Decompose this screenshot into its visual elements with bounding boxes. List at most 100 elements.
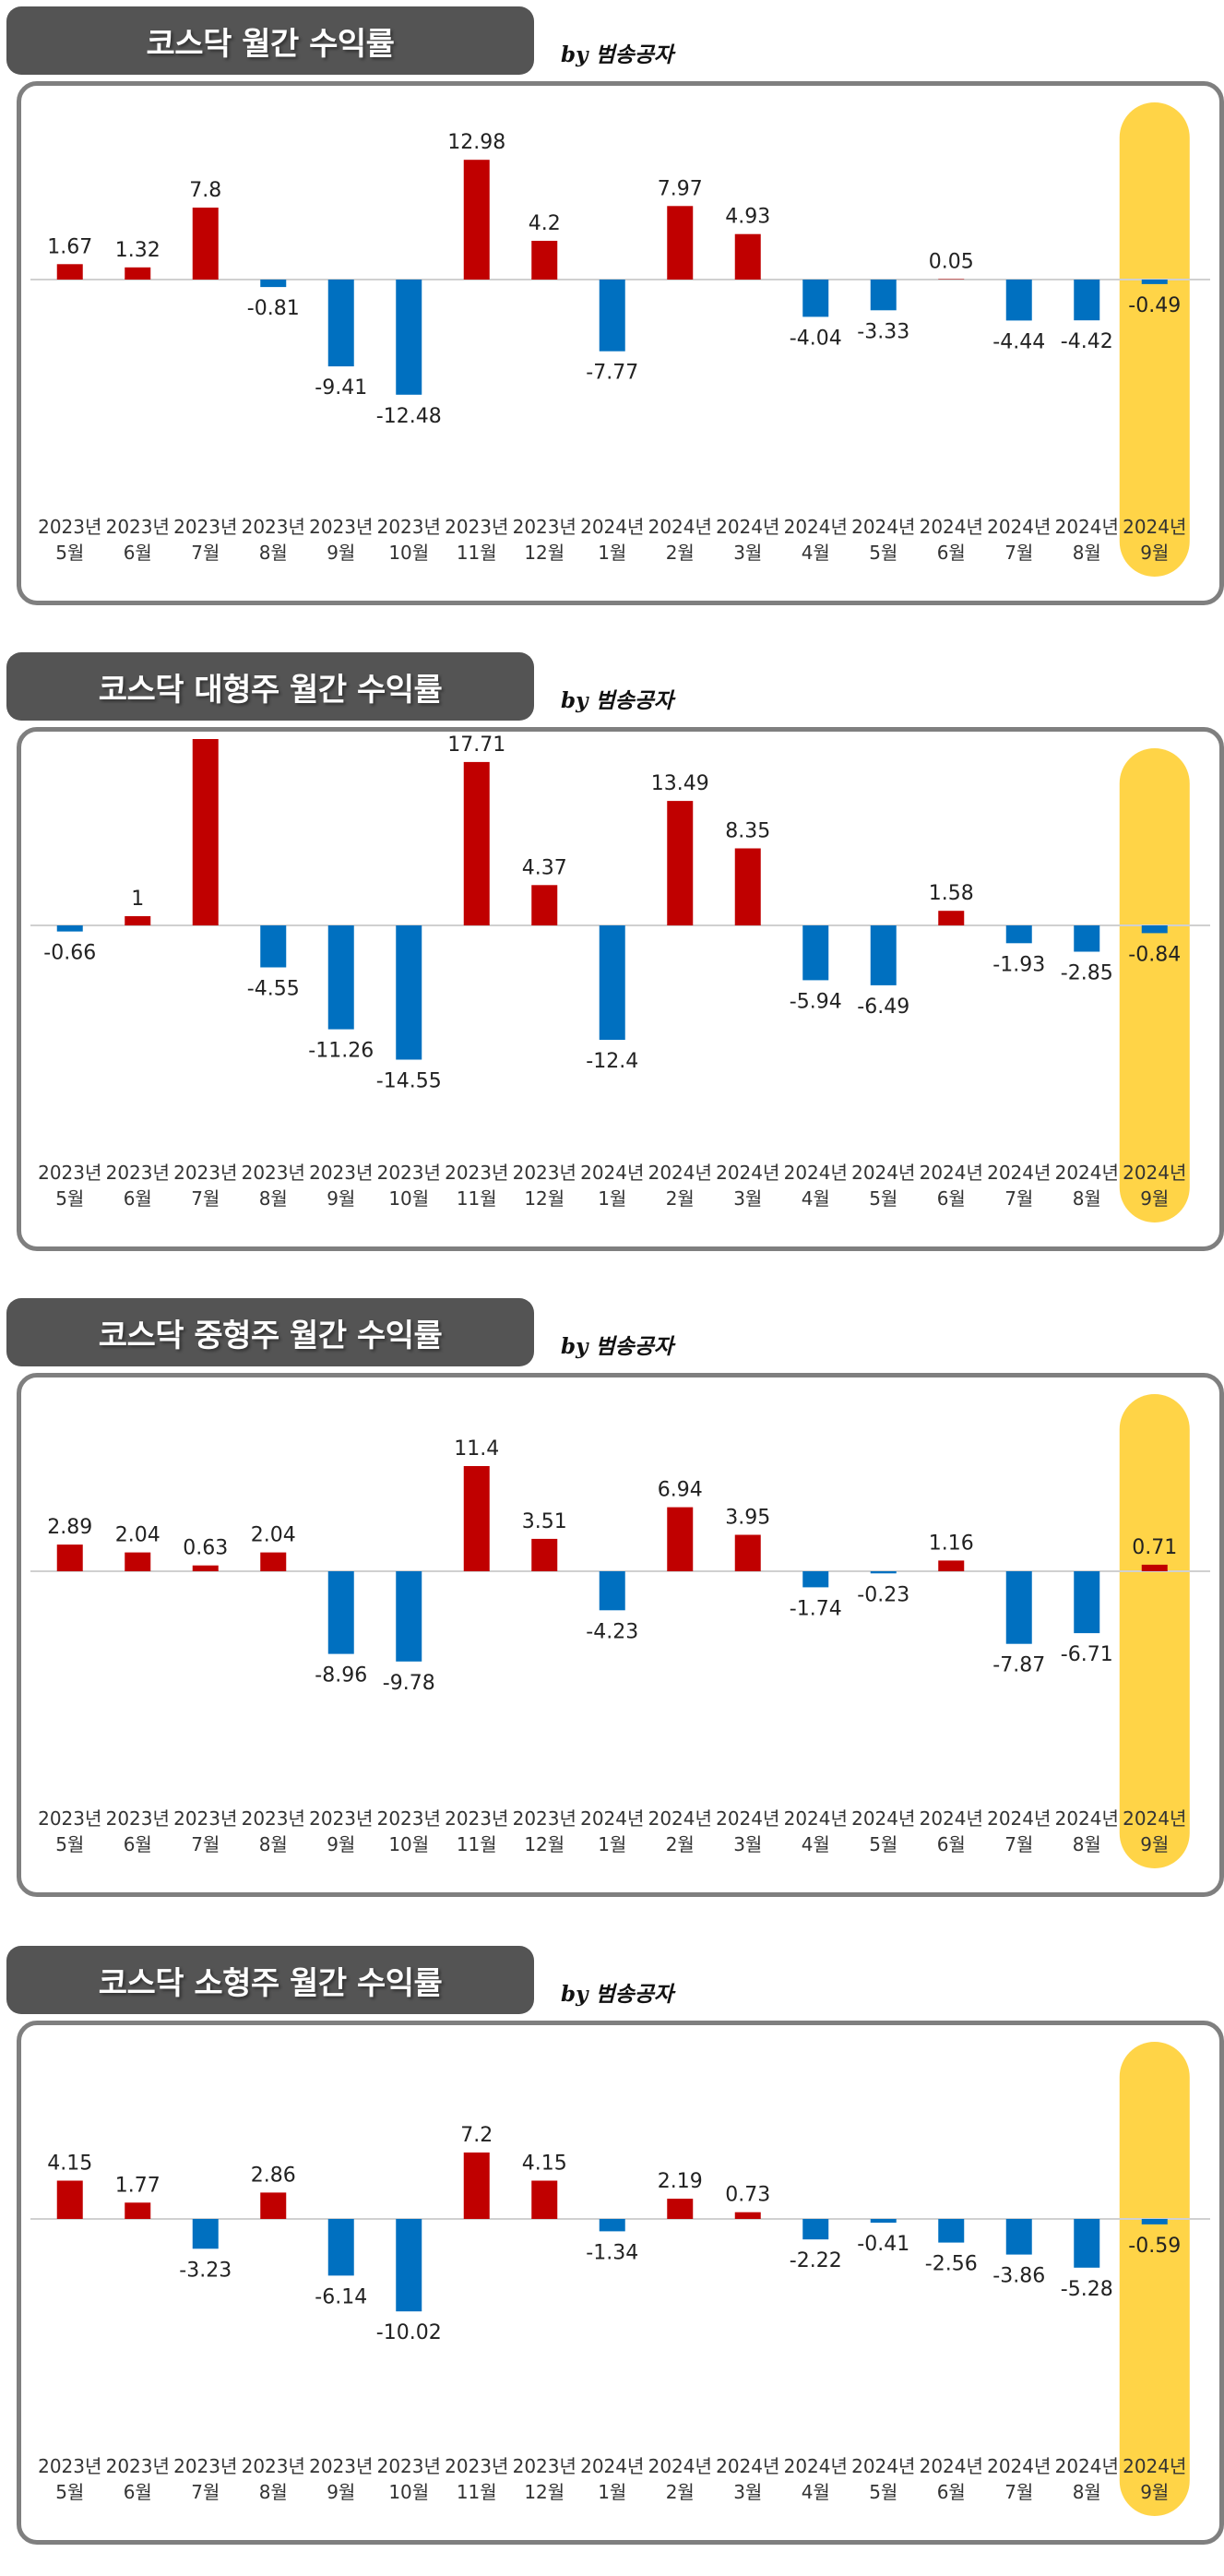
bar: [327, 1571, 354, 1654]
bar: [870, 925, 897, 985]
bar: [870, 1571, 897, 1574]
bar: [192, 1565, 219, 1571]
bar: [327, 925, 354, 1030]
data-label: -7.87: [992, 1654, 1045, 1677]
x-tick-label-month: 9월: [327, 542, 355, 564]
bar: [938, 1560, 965, 1571]
data-label: -4.23: [586, 1620, 638, 1643]
x-tick-label-month: 3월: [733, 1187, 762, 1210]
x-tick-label-year: 2023년: [377, 516, 441, 538]
x-tick-label-month: 6월: [937, 1833, 966, 1855]
bar: [599, 1571, 625, 1611]
data-label: -9.41: [315, 376, 367, 400]
x-tick-label-year: 2023년: [377, 1162, 441, 1184]
x-tick-label-year: 2024년: [920, 1807, 983, 1830]
x-tick-label-year: 2024년: [1123, 1162, 1186, 1184]
data-label: 0.73: [725, 2184, 770, 2207]
data-label: -12.4: [586, 1050, 638, 1073]
data-label: -6.14: [315, 2285, 367, 2308]
x-tick-label-year: 2024년: [784, 2455, 848, 2477]
data-label: -4.42: [1061, 330, 1113, 353]
chart-title: 코스닥 중형주 월간 수익률: [98, 1317, 443, 1354]
x-tick-label-month: 5월: [55, 542, 84, 564]
bar: [1141, 925, 1168, 934]
x-tick-label-month: 11월: [457, 2481, 497, 2503]
bar: [734, 233, 761, 280]
highlight-column: [1119, 102, 1190, 577]
data-label: -8.96: [315, 1664, 367, 1688]
bar: [531, 2180, 558, 2219]
data-label: -1.34: [586, 2241, 638, 2264]
x-tick-label-month: 6월: [124, 1833, 152, 1855]
data-label: 1.67: [47, 235, 92, 258]
x-tick-label-year: 2023년: [309, 1162, 373, 1184]
x-tick-label-year: 2023년: [38, 1807, 101, 1830]
x-tick-label-month: 9월: [1140, 1833, 1169, 1855]
bar: [192, 2219, 219, 2249]
x-tick-label-month: 1월: [598, 1187, 626, 1210]
x-tick-label-month: 2월: [666, 2481, 695, 2503]
data-label: 4.2: [529, 212, 561, 235]
bar: [667, 206, 694, 280]
x-tick-label-year: 2023년: [106, 2455, 170, 2477]
x-tick-label-year: 2024년: [987, 516, 1051, 538]
x-tick-label-year: 2023년: [377, 2455, 441, 2477]
data-label: 2.19: [658, 2170, 703, 2193]
bar: [870, 2219, 897, 2224]
x-tick-label-month: 8월: [259, 1187, 288, 1210]
data-label: 3.95: [725, 1507, 770, 1530]
bar: [327, 280, 354, 367]
bar: [1074, 1571, 1100, 1634]
data-label: 2.04: [251, 1524, 296, 1547]
x-tick-label-year: 2024년: [648, 1162, 712, 1184]
data-label: 2.04: [115, 1524, 160, 1547]
x-tick-label-month: 9월: [327, 1833, 355, 1855]
x-tick-label-year: 2024년: [648, 516, 712, 538]
x-tick-label-year: 2024년: [648, 2455, 712, 2477]
data-label: -0.66: [43, 942, 96, 965]
x-tick-label-year: 2024년: [580, 2455, 644, 2477]
bar: [463, 2153, 490, 2219]
x-tick-label-year: 2024년: [1123, 1807, 1186, 1830]
chart-box: 4.15 2023년 5월 1.77 2023년 6월 -3.23 2023년 7월 2.86 20…: [17, 2021, 1224, 2545]
x-tick-label-month: 11월: [457, 1187, 497, 1210]
x-tick-label-month: 11월: [457, 1833, 497, 1855]
bar: [938, 2219, 965, 2243]
bar: [1074, 2219, 1100, 2268]
x-tick-label-year: 2024년: [920, 2455, 983, 2477]
x-tick-label-year: 2023년: [106, 516, 170, 538]
bar: [1141, 280, 1168, 284]
x-tick-label-month: 5월: [55, 2481, 84, 2503]
bar: [667, 801, 694, 925]
x-tick-label-year: 2024년: [851, 1807, 915, 1830]
bar: [531, 1538, 558, 1571]
x-tick-label-month: 7월: [191, 542, 220, 564]
data-label: -0.23: [857, 1583, 909, 1606]
x-tick-label-year: 2024년: [784, 1162, 848, 1184]
x-tick-label-year: 2023년: [173, 1807, 237, 1830]
chart-section-kosdaq-mid-cap: 코스닥 중형주 월간 수익률 by 범송공자 2.89 2023년 5월 2.04 20…: [0, 1292, 1224, 1928]
bar: [125, 1552, 151, 1571]
byline: by 범송공자: [561, 1982, 674, 2007]
x-tick-label-month: 4월: [802, 1187, 830, 1210]
bar: [192, 208, 219, 280]
chart-title-pill: 코스닥 대형주 월간 수익률: [6, 652, 534, 721]
x-tick-label-month: 2월: [666, 1187, 695, 1210]
x-tick-label-year: 2024년: [920, 1162, 983, 1184]
chart-section-kosdaq: 코스닥 월간 수익률 by 범송공자 1.67 2023년 5월 1.32 2023년 6…: [0, 0, 1224, 637]
data-label: -2.22: [790, 2249, 842, 2272]
bar: [802, 280, 829, 317]
x-tick-label-month: 9월: [1140, 1187, 1169, 1210]
data-label: 3.51: [522, 1510, 567, 1533]
data-label: 13.49: [651, 772, 709, 795]
chart-box: 1.67 2023년 5월 1.32 2023년 6월 7.8 2023년 7월 -0.81 202…: [17, 81, 1224, 605]
x-tick-label-year: 2023년: [106, 1162, 170, 1184]
x-tick-label-month: 6월: [937, 542, 966, 564]
x-tick-label-month: 12월: [524, 542, 564, 564]
x-tick-label-year: 2024년: [987, 1807, 1051, 1830]
x-tick-label-month: 7월: [1004, 542, 1033, 564]
x-tick-label-month: 10월: [388, 2481, 429, 2503]
x-tick-label-year: 2024년: [1123, 2455, 1186, 2477]
data-label: 1.58: [929, 882, 974, 905]
x-tick-label-month: 4월: [802, 542, 830, 564]
